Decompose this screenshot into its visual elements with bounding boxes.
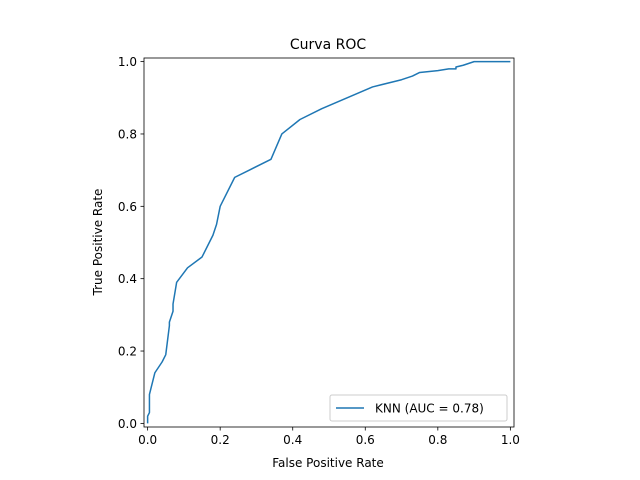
- legend-box: [329, 394, 508, 422]
- series-line-0: [146, 60, 511, 424]
- x-tick-label: 0.0: [138, 433, 157, 447]
- y-tick-label: 1.0: [118, 55, 137, 69]
- y-tick-label: 0.6: [118, 200, 137, 214]
- y-tick-label: 0.8: [118, 127, 137, 141]
- y-tick-label: 0.2: [118, 345, 137, 359]
- legend: KNN (AUC = 0.78): [329, 394, 508, 422]
- y-axis-ticks: 0.0 0.2 0.4 0.6 0.8 1.0: [118, 55, 144, 431]
- axes-frame: [143, 57, 515, 428]
- y-tick-label: 0.0: [118, 417, 137, 431]
- x-tick-label: 0.8: [428, 433, 447, 447]
- chart-title: Curva ROC: [290, 37, 366, 53]
- x-tick-label: 0.4: [283, 433, 302, 447]
- x-tick-label: 0.6: [356, 433, 375, 447]
- legend-label-knn: KNN (AUC = 0.78): [375, 402, 484, 416]
- x-axis-label: False Positive Rate: [272, 456, 384, 470]
- series-layer: [146, 60, 511, 424]
- x-tick-label: 1.0: [501, 433, 520, 447]
- plot-area: [146, 60, 511, 424]
- x-axis-ticks: 0.0 0.2 0.4 0.6 0.8 1.0: [138, 427, 520, 447]
- y-tick-label: 0.4: [118, 272, 137, 286]
- x-tick-label: 0.2: [211, 433, 230, 447]
- y-axis-label: True Positive Rate: [91, 189, 105, 297]
